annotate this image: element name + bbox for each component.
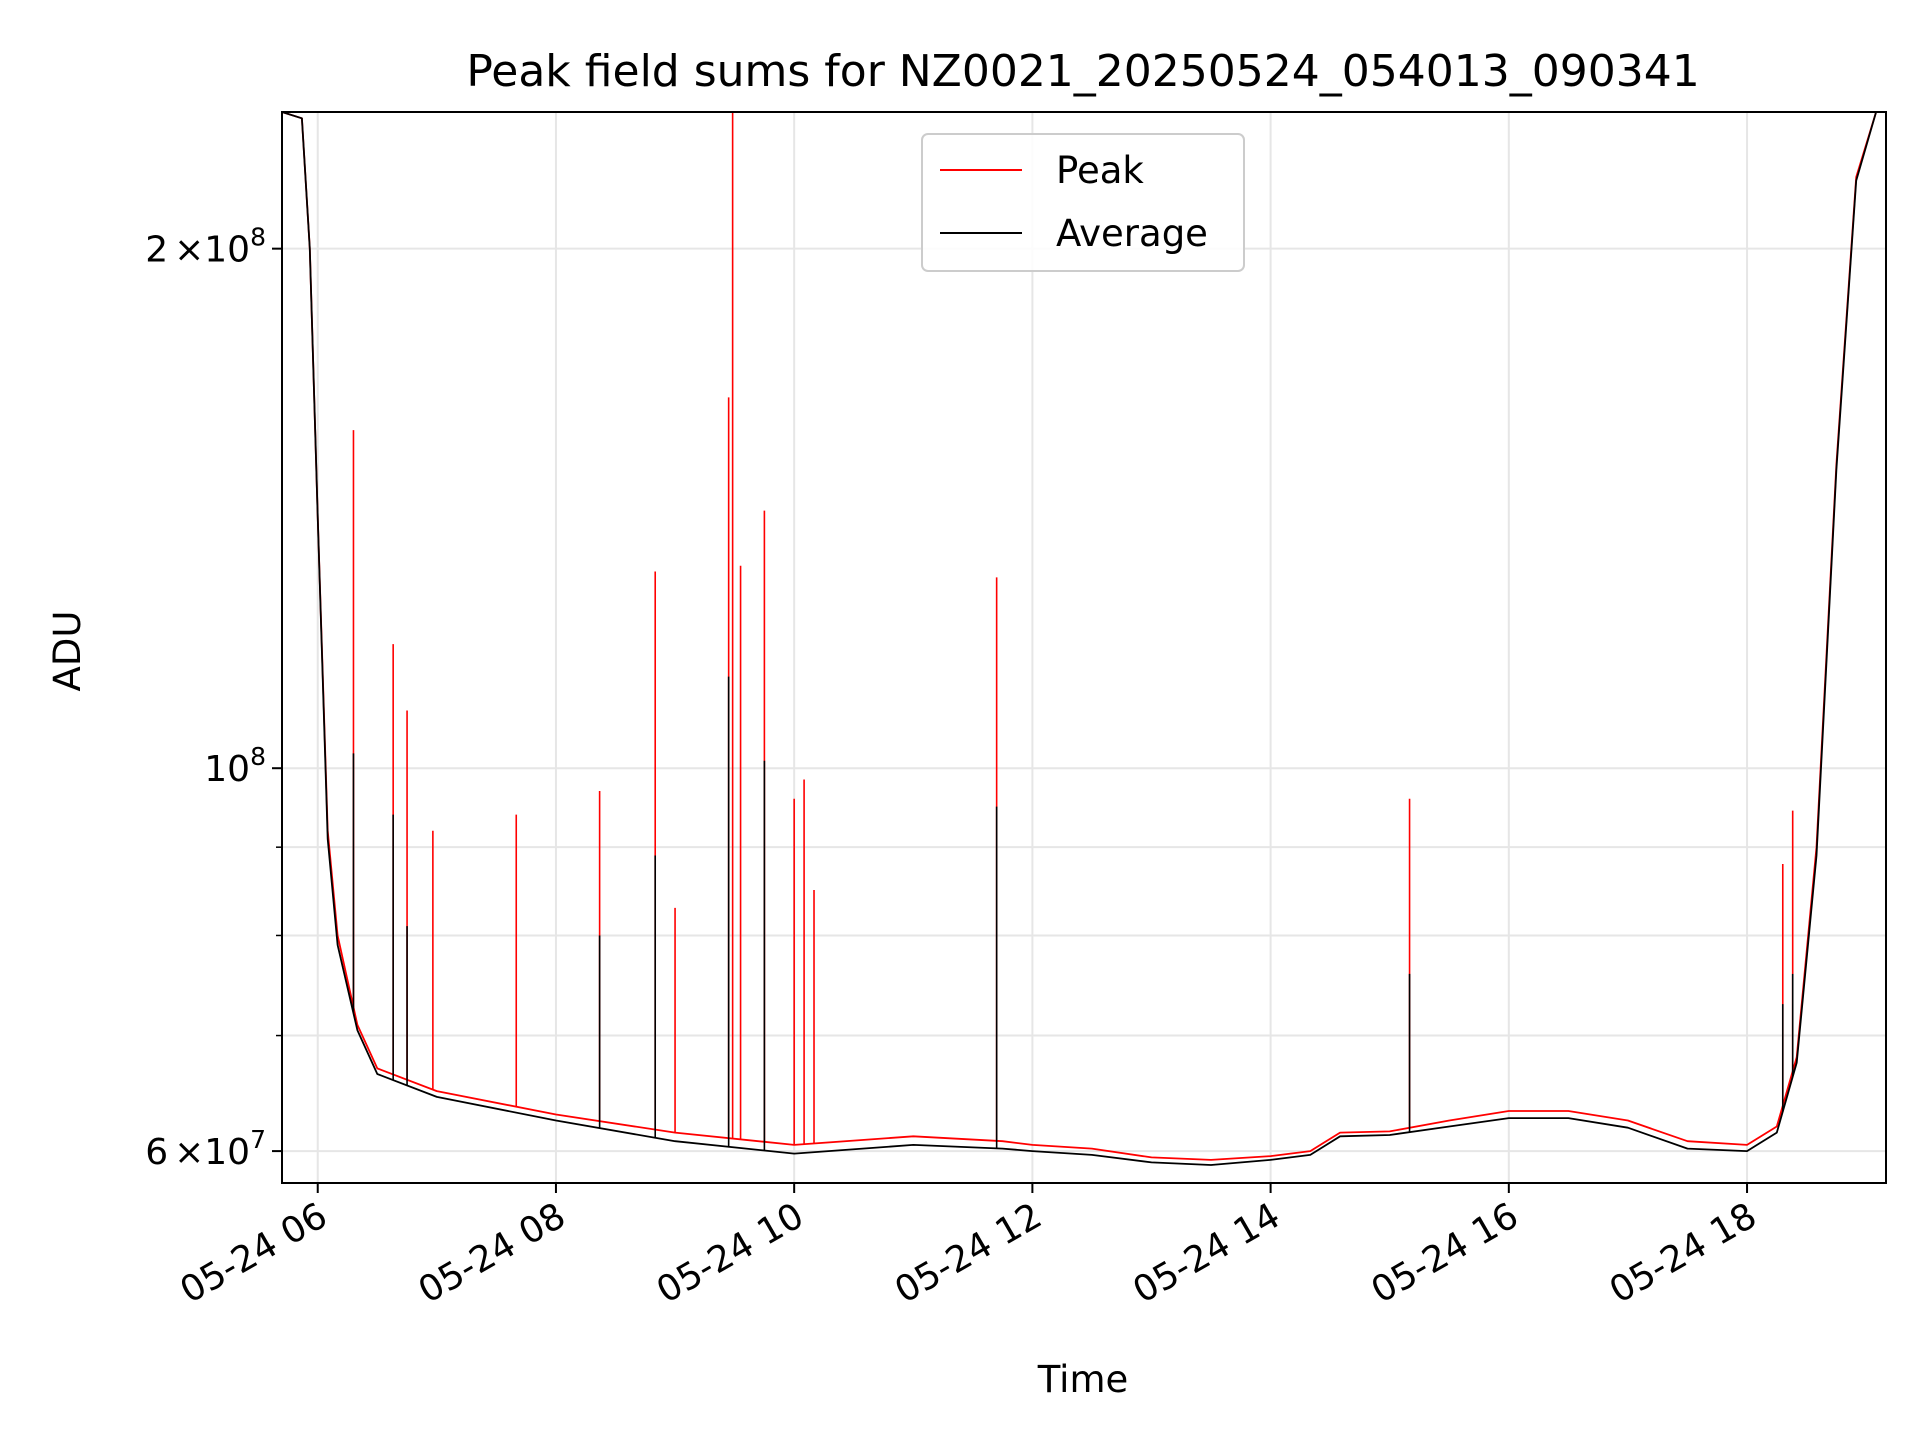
plot-frame bbox=[281, 111, 1887, 1184]
y-axis-title: ADU bbox=[46, 611, 89, 692]
y-tick-label-times: × bbox=[174, 1132, 204, 1173]
legend-label-peak: Peak bbox=[1056, 149, 1144, 192]
chart-title: Peak field sums for NZ0021_20250524_0540… bbox=[466, 46, 1699, 97]
y-tick-label-base: 10 bbox=[204, 230, 250, 271]
y-tick-label-mant: 2 bbox=[145, 230, 168, 271]
grid bbox=[282, 112, 1886, 1183]
y-tick-label-times: × bbox=[174, 230, 204, 271]
y-tick-label-base: 10 bbox=[204, 749, 250, 790]
y-tick-label-exp: 8 bbox=[250, 742, 266, 771]
y-tick-label: 6 ×107 bbox=[145, 1125, 266, 1173]
x-axis-title: Time bbox=[1037, 1358, 1129, 1401]
legend: Peak Average bbox=[921, 133, 1245, 272]
series-layer bbox=[281, 111, 1886, 1166]
legend-label-average: Average bbox=[1056, 212, 1208, 255]
y-tick-label: 108 bbox=[204, 742, 266, 790]
legend-box bbox=[921, 133, 1245, 272]
y-tick-label: 2 ×108 bbox=[145, 223, 266, 271]
y-tick-label-exp: 7 bbox=[250, 1125, 266, 1154]
y-tick-label-base: 10 bbox=[204, 1132, 250, 1173]
y-tick-label-mant: 6 bbox=[145, 1132, 168, 1173]
y-tick-label-exp: 8 bbox=[250, 223, 266, 252]
